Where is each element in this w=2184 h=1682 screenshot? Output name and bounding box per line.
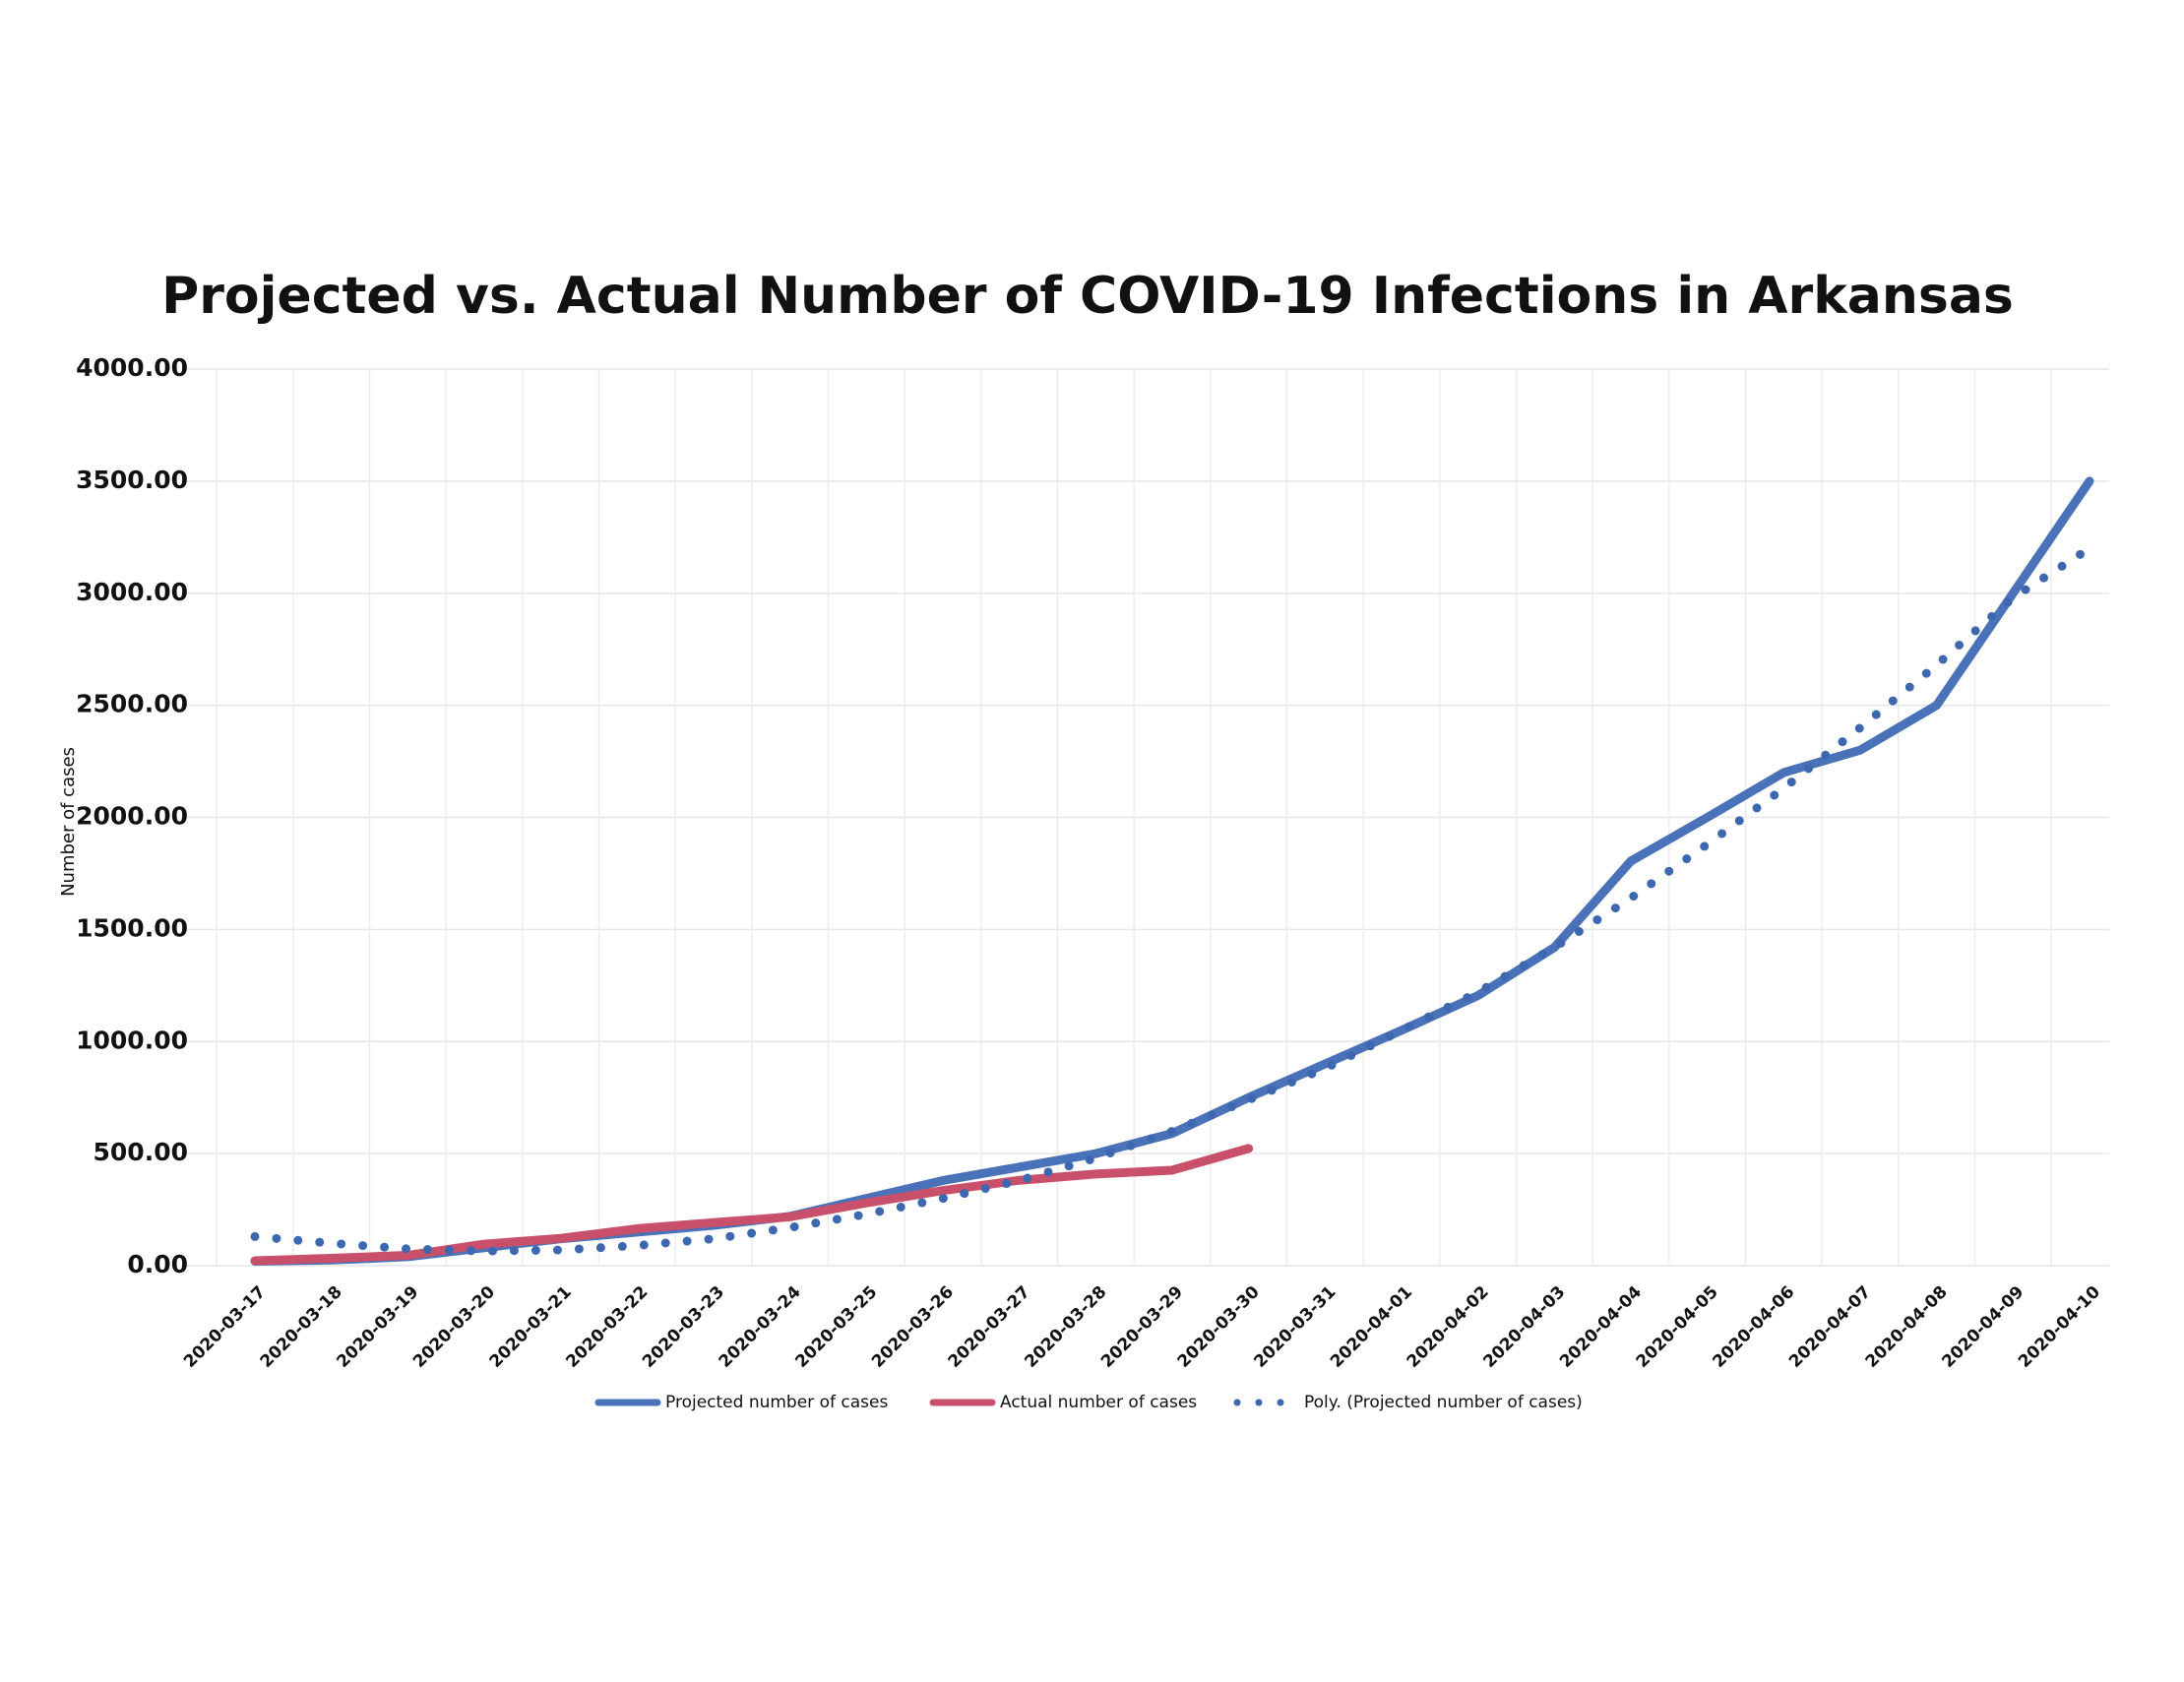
y-tick-label: 3500.00 (76, 466, 188, 494)
chart-title: Projected vs. Actual Number of COVID-19 … (161, 267, 2014, 326)
series-line (250, 543, 2094, 1256)
legend-item: Actual number of cases (929, 1393, 1197, 1412)
x-tick-label: 2020-04-10 (2015, 1282, 2104, 1372)
y-axis-label: Number of cases (58, 747, 79, 897)
legend-label: Projected number of cases (665, 1393, 888, 1412)
legend-item: Projected number of cases (594, 1393, 888, 1412)
legend-label: Poly. (Projected number of cases) (1304, 1393, 1583, 1412)
legend-label: Actual number of cases (1000, 1393, 1197, 1412)
series-line (250, 1144, 1254, 1266)
y-tick-label: 4000.00 (76, 353, 188, 382)
series-line (250, 476, 2094, 1266)
legend-item: Poly. (Projected number of cases) (1233, 1393, 1583, 1412)
y-tick-label: 0.00 (127, 1250, 188, 1278)
y-tick-label: 2500.00 (76, 690, 188, 718)
y-tick-label: 1000.00 (76, 1026, 188, 1054)
y-tick-label: 2000.00 (76, 802, 188, 831)
y-tick-label: 500.00 (94, 1138, 188, 1166)
y-tick-label: 1500.00 (76, 913, 188, 942)
y-tick-label: 3000.00 (76, 578, 188, 606)
